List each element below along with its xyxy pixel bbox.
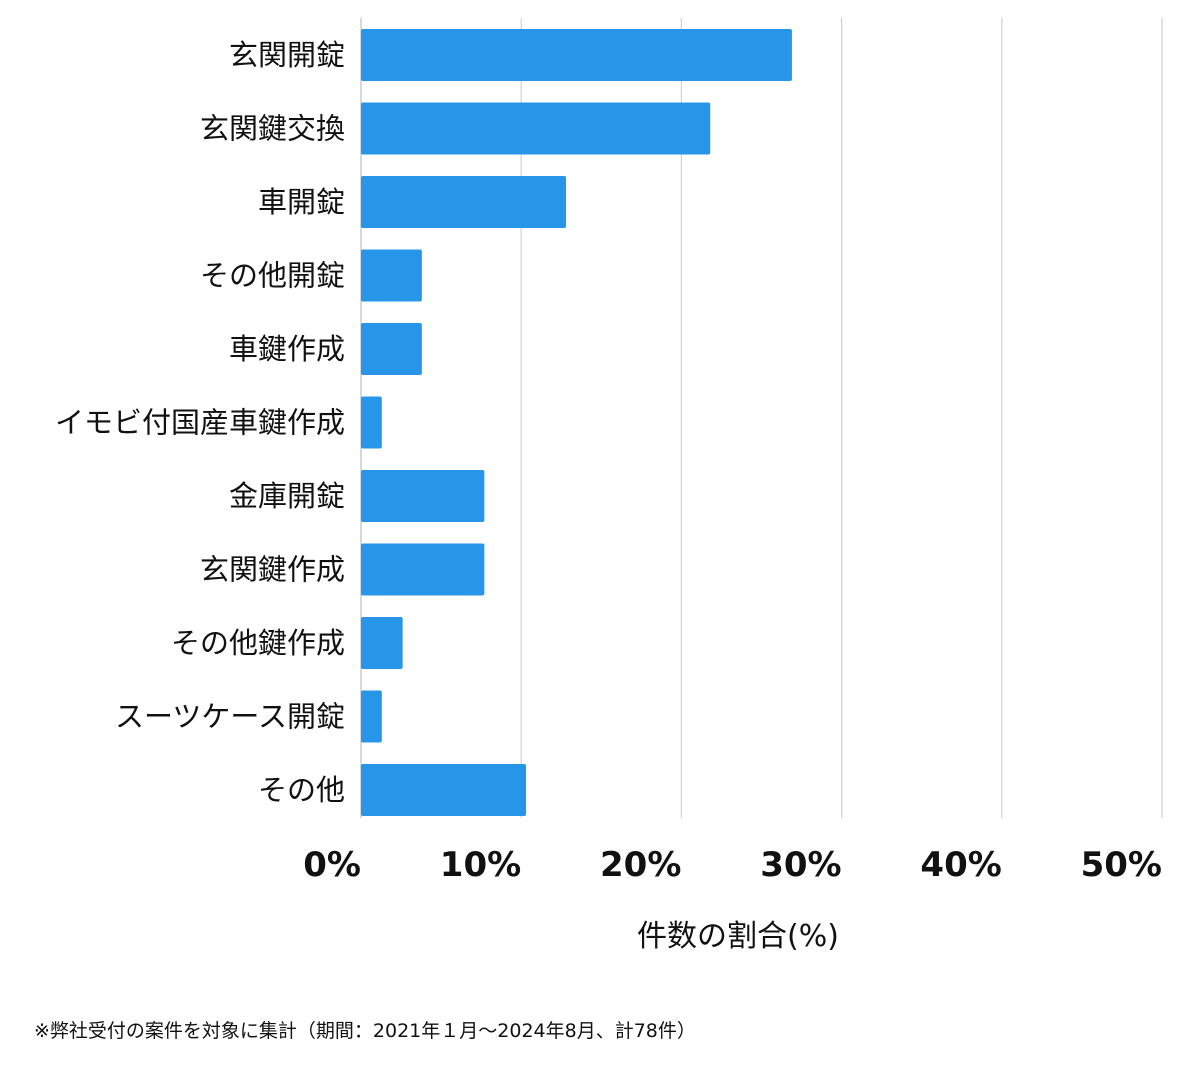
- category-label: 玄関開錠: [229, 38, 345, 72]
- x-tick-label: 10%: [440, 845, 521, 885]
- category-label: その他鍵作成: [171, 626, 345, 660]
- x-tick-label: 50%: [1081, 845, 1162, 885]
- category-label: イモビ付国産車鍵作成: [55, 406, 345, 440]
- bars: [361, 29, 792, 816]
- category-label: 金庫開錠: [229, 479, 345, 513]
- bar: [361, 102, 711, 155]
- bar-chart: 玄関開錠玄関鍵交換車開錠その他開錠車鍵作成イモビ付国産車鍵作成金庫開錠玄関鍵作成…: [55, 18, 1163, 954]
- bar: [361, 249, 422, 302]
- bar: [361, 29, 792, 81]
- x-tick-labels: 0% 10% 20% 30% 40% 50%: [303, 845, 1162, 885]
- x-tick-label: 20%: [600, 845, 681, 885]
- category-labels: 玄関開錠玄関鍵交換車開錠その他開錠車鍵作成イモビ付国産車鍵作成金庫開錠玄関鍵作成…: [55, 38, 345, 807]
- bar: [361, 470, 485, 522]
- bar: [361, 396, 382, 449]
- bar: [361, 176, 567, 228]
- bar: [361, 543, 485, 596]
- category-label: その他開錠: [200, 259, 345, 293]
- x-axis-title: 件数の割合(%): [637, 919, 839, 954]
- x-tick-label: 40%: [920, 845, 1001, 885]
- x-tick-label: 0%: [303, 845, 361, 885]
- category-label: 玄関鍵作成: [200, 553, 345, 587]
- category-label: 車開錠: [258, 185, 345, 219]
- bar: [361, 617, 403, 669]
- x-tick-label: 30%: [760, 845, 841, 885]
- bar: [361, 323, 422, 375]
- category-label: その他: [258, 773, 345, 807]
- category-label: 車鍵作成: [229, 332, 345, 366]
- category-label: 玄関鍵交換: [200, 112, 345, 146]
- category-label: スーツケース開錠: [115, 700, 345, 734]
- bar: [361, 690, 382, 743]
- bar: [361, 764, 527, 816]
- footnote: ※弊社受付の案件を対象に集計（期間：2021年１月〜2024年8月、計78件）: [34, 1020, 696, 1042]
